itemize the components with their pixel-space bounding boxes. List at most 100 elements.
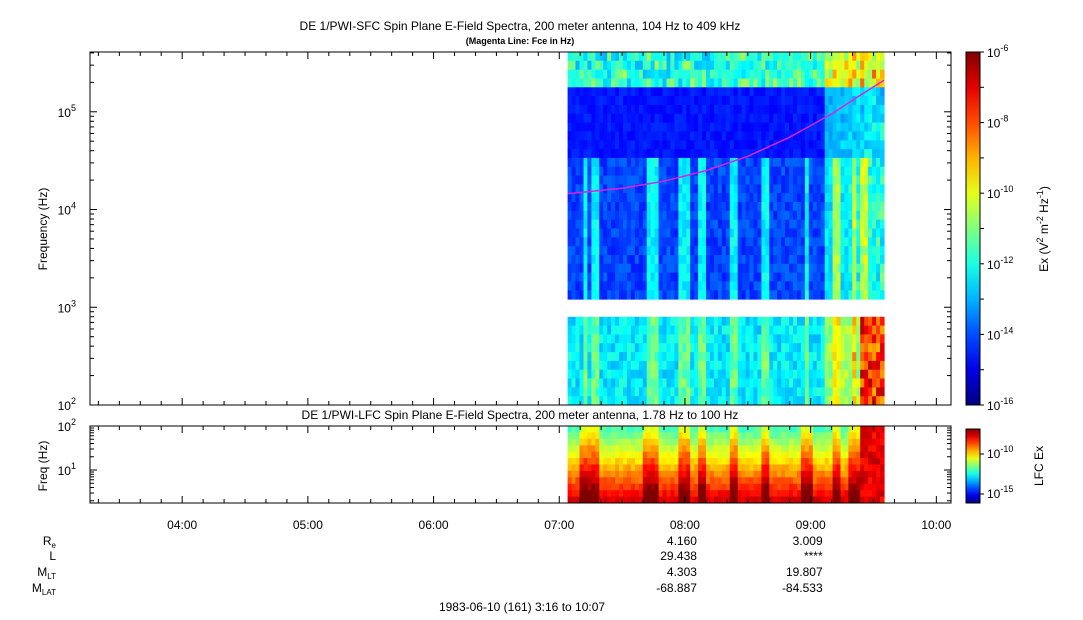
sfc-cell	[595, 237, 600, 247]
sfc-cell	[603, 369, 608, 379]
sfc-cell	[630, 193, 636, 203]
lfc-cell	[876, 432, 881, 440]
sfc-cell	[619, 113, 624, 124]
lfc-cell	[769, 470, 774, 478]
sfc-cell	[721, 343, 727, 353]
sfc-cell	[642, 96, 648, 106]
sfc-cell	[583, 140, 589, 150]
sfc-ytick-label: 102	[58, 396, 76, 413]
sfc-cell	[650, 237, 656, 247]
sfc-cell	[611, 78, 616, 88]
lfc-cell	[587, 483, 592, 491]
sfc-cell	[769, 166, 774, 176]
lfc-cell	[654, 477, 660, 485]
sfc-cell	[725, 219, 731, 229]
sfc-cell	[872, 60, 877, 71]
lfc-cell	[599, 490, 604, 498]
sfc-cell	[844, 78, 849, 88]
lfc-cell	[603, 458, 608, 465]
sfc-cell	[630, 122, 636, 132]
sfc-cell	[804, 387, 810, 397]
sfc-cell	[793, 396, 798, 406]
sfc-cell	[765, 131, 770, 141]
sfc-cell	[832, 52, 838, 62]
sfc-cell	[654, 60, 660, 71]
sfc-cell	[812, 290, 818, 300]
sfc-cell	[785, 202, 790, 212]
lfc-cell	[642, 490, 648, 498]
sfc-cell	[729, 149, 735, 159]
sfc-cell	[876, 219, 881, 229]
sfc-cell	[812, 219, 818, 229]
sfc-cell	[800, 369, 806, 379]
lfc-cell	[844, 464, 849, 472]
lfc-cell	[765, 458, 770, 465]
sfc-cell	[820, 140, 826, 150]
sfc-cell	[773, 263, 778, 274]
sfc-cell	[856, 255, 861, 265]
sfc-cell	[591, 69, 596, 79]
sfc-cell	[717, 255, 723, 265]
lfc-cell	[721, 490, 727, 498]
lfc-cell	[785, 458, 790, 465]
lfc-cell	[876, 470, 881, 478]
lfc-cell	[729, 496, 735, 504]
sfc-cell	[832, 149, 838, 159]
sfc-cell	[619, 219, 624, 229]
sfc-cell	[634, 140, 640, 150]
sfc-cell	[765, 290, 770, 300]
sfc-cell	[611, 69, 616, 79]
sfc-cell	[729, 140, 735, 150]
lfc-cell	[844, 458, 849, 465]
sfc-cell	[749, 69, 755, 79]
sfc-cell	[626, 281, 632, 291]
lfc-cell	[856, 432, 861, 440]
sfc-cell	[852, 122, 857, 132]
sfc-cell	[868, 166, 873, 176]
lfc-cell	[603, 483, 608, 491]
lfc-cell	[876, 496, 881, 504]
sfc-cell	[674, 352, 679, 362]
sfc-cell	[721, 360, 727, 371]
sfc-cell	[789, 193, 794, 203]
sfc-cell	[623, 60, 628, 71]
lfc-cell	[872, 496, 877, 504]
sfc-cell	[868, 369, 873, 379]
sfc-cell	[607, 96, 612, 106]
sfc-cell	[729, 166, 735, 176]
sfc-cell	[824, 78, 830, 88]
lfc-cell	[634, 432, 640, 440]
sfc-cell	[603, 166, 608, 176]
lfc-cell	[690, 490, 695, 498]
sfc-cell	[650, 96, 656, 106]
sfc-cell	[690, 175, 695, 185]
sfc-cell	[840, 237, 846, 247]
sfc-cell	[876, 316, 881, 327]
sfc-cell	[824, 281, 830, 291]
lfc-cell	[729, 426, 735, 433]
sfc-cell	[832, 334, 838, 344]
lfc-cell	[642, 464, 648, 472]
lfc-cell	[725, 445, 731, 453]
sfc-cell	[860, 149, 865, 159]
lfc-cell	[880, 464, 885, 472]
sfc-cell	[686, 122, 691, 132]
sfc-cell	[816, 60, 822, 71]
lfc-cell	[773, 464, 778, 472]
sfc-cell	[607, 157, 612, 168]
sfc-cell	[686, 202, 691, 212]
lfc-cell	[800, 458, 806, 465]
lfc-cell	[789, 445, 794, 453]
sfc-cell	[710, 378, 715, 388]
sfc-cell	[741, 237, 747, 247]
lfc-cell	[820, 445, 826, 453]
sfc-cell	[698, 281, 703, 291]
lfc-cell	[579, 496, 585, 504]
sfc-cell	[662, 290, 668, 300]
lfc-cell	[785, 451, 790, 459]
lfc-cell	[864, 496, 869, 504]
sfc-cell	[856, 228, 861, 238]
sfc-cell	[804, 237, 810, 247]
lfc-cell	[860, 470, 865, 478]
lfc-cell	[765, 445, 770, 453]
